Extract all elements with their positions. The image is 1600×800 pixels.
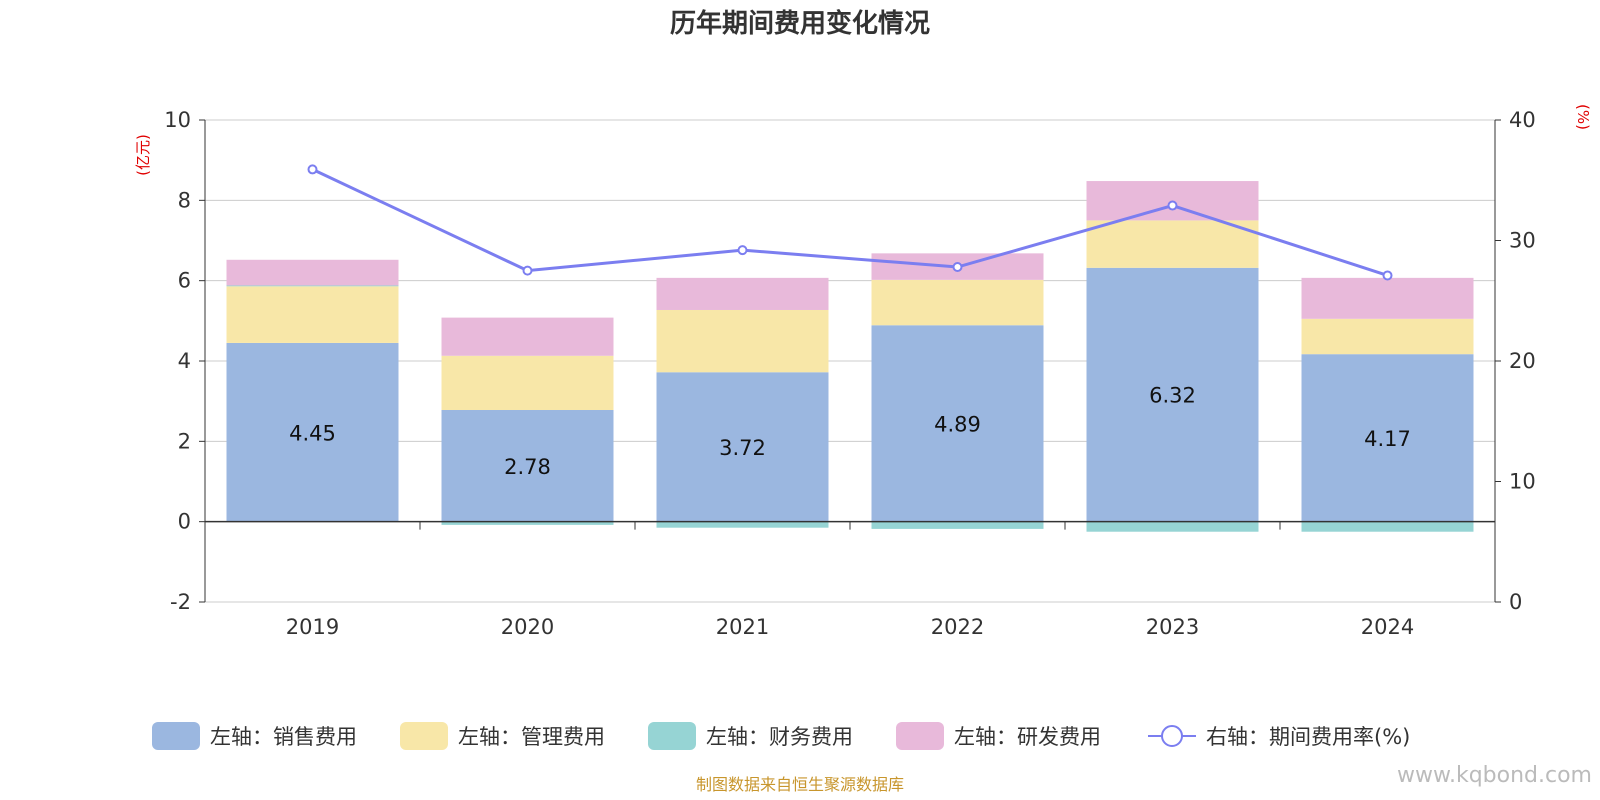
axes: -2 0 2 4 6 8 10 0 10 20 30 40 2019 2020 2021 2022 2023 20… xyxy=(164,108,1535,639)
legend-swatch xyxy=(648,722,696,750)
watermark: www.kqbond.com xyxy=(1397,763,1592,788)
rate-line-point xyxy=(1167,200,1178,211)
bar-segment xyxy=(1086,267,1259,522)
x-axis-tick-label: 2023 xyxy=(1146,615,1199,639)
rate-line-path xyxy=(311,168,1388,277)
bar-value-label: 4.45 xyxy=(289,421,336,445)
right-axis-unit: (%) xyxy=(1574,104,1592,130)
x-axis-tick-label: 2024 xyxy=(1361,615,1414,639)
bar-segment xyxy=(226,285,399,287)
left-axis-tick-label: 8 xyxy=(178,188,191,212)
bar-segment xyxy=(1301,277,1474,319)
left-axis-tick-label: -2 xyxy=(170,590,191,614)
rate-line-point xyxy=(737,245,748,256)
bar-segment xyxy=(1301,318,1474,355)
x-axis-tick-label: 2021 xyxy=(716,615,769,639)
right-axis-tick-label: 30 xyxy=(1509,229,1536,253)
left-axis-unit: (亿元) xyxy=(134,134,152,176)
bar-segment xyxy=(226,286,399,343)
bar-segment xyxy=(226,259,399,286)
legend-swatch xyxy=(400,722,448,750)
source-note: 制图数据来自恒生聚源数据库 xyxy=(696,775,904,794)
rate-line xyxy=(307,164,1393,281)
legend-marker xyxy=(1161,725,1183,747)
rate-line-point xyxy=(1382,270,1393,281)
bar-segment xyxy=(871,279,1044,326)
right-axis-tick-label: 20 xyxy=(1509,349,1536,373)
bar-segment xyxy=(441,410,614,522)
bar-value-label: 6.32 xyxy=(1149,384,1196,408)
bar-value-label: 2.78 xyxy=(504,455,551,479)
bar-value-label: 4.89 xyxy=(934,412,981,436)
bar-segment xyxy=(656,309,829,373)
chart-title: 历年期间费用变化情况 xyxy=(670,8,930,39)
legend-label: 左轴：管理费用 xyxy=(458,725,605,749)
right-axis-tick-label: 10 xyxy=(1509,470,1536,494)
rate-line-point xyxy=(522,265,533,276)
value-labels: 4.45 2.78 3.72 4.89 6.32 4.17 xyxy=(289,384,1411,479)
right-axis-tick-label: 0 xyxy=(1509,590,1522,614)
bar-segment xyxy=(441,317,614,356)
bar-segment xyxy=(441,521,614,525)
bar-segment xyxy=(871,521,1044,529)
left-axis-tick-label: 4 xyxy=(178,349,191,373)
legend-label: 右轴：期间费用率(%) xyxy=(1206,725,1410,749)
bar-segment xyxy=(656,521,829,528)
legend-label: 左轴：销售费用 xyxy=(210,725,357,749)
bar-segment xyxy=(441,355,614,411)
left-axis-tick-label: 10 xyxy=(164,108,191,132)
bar-segment xyxy=(1301,521,1474,532)
bar-value-label: 3.72 xyxy=(719,436,766,460)
left-axis-tick-label: 6 xyxy=(178,269,191,293)
left-axis-tick-label: 0 xyxy=(178,510,191,534)
x-axis-tick-label: 2019 xyxy=(286,615,339,639)
bar-segment xyxy=(871,325,1044,522)
gridlines xyxy=(205,119,1495,603)
left-axis-tick-label: 2 xyxy=(178,429,191,453)
bar-segment xyxy=(656,372,829,522)
legend-swatch xyxy=(896,722,944,750)
legend: 左轴：销售费用 左轴：管理费用 左轴：财务费用 左轴：研发费用 右轴：期间费用率(%) xyxy=(152,722,1410,750)
bar-value-label: 4.17 xyxy=(1364,427,1411,451)
legend-swatch xyxy=(152,722,200,750)
bar-segment xyxy=(656,277,829,310)
x-axis-tick-label: 2020 xyxy=(501,615,554,639)
rate-line-point xyxy=(952,262,963,273)
bar-segment xyxy=(1086,521,1259,532)
legend-label: 左轴：研发费用 xyxy=(954,725,1101,749)
bar-segment xyxy=(1301,354,1474,522)
right-axis-tick-label: 40 xyxy=(1509,108,1536,132)
legend-label: 左轴：财务费用 xyxy=(706,725,853,749)
x-axis-tick-label: 2022 xyxy=(931,615,984,639)
rate-line-point xyxy=(307,164,318,175)
bars xyxy=(226,181,1474,532)
bar-segment xyxy=(226,342,399,522)
bar-segment xyxy=(1086,220,1259,268)
